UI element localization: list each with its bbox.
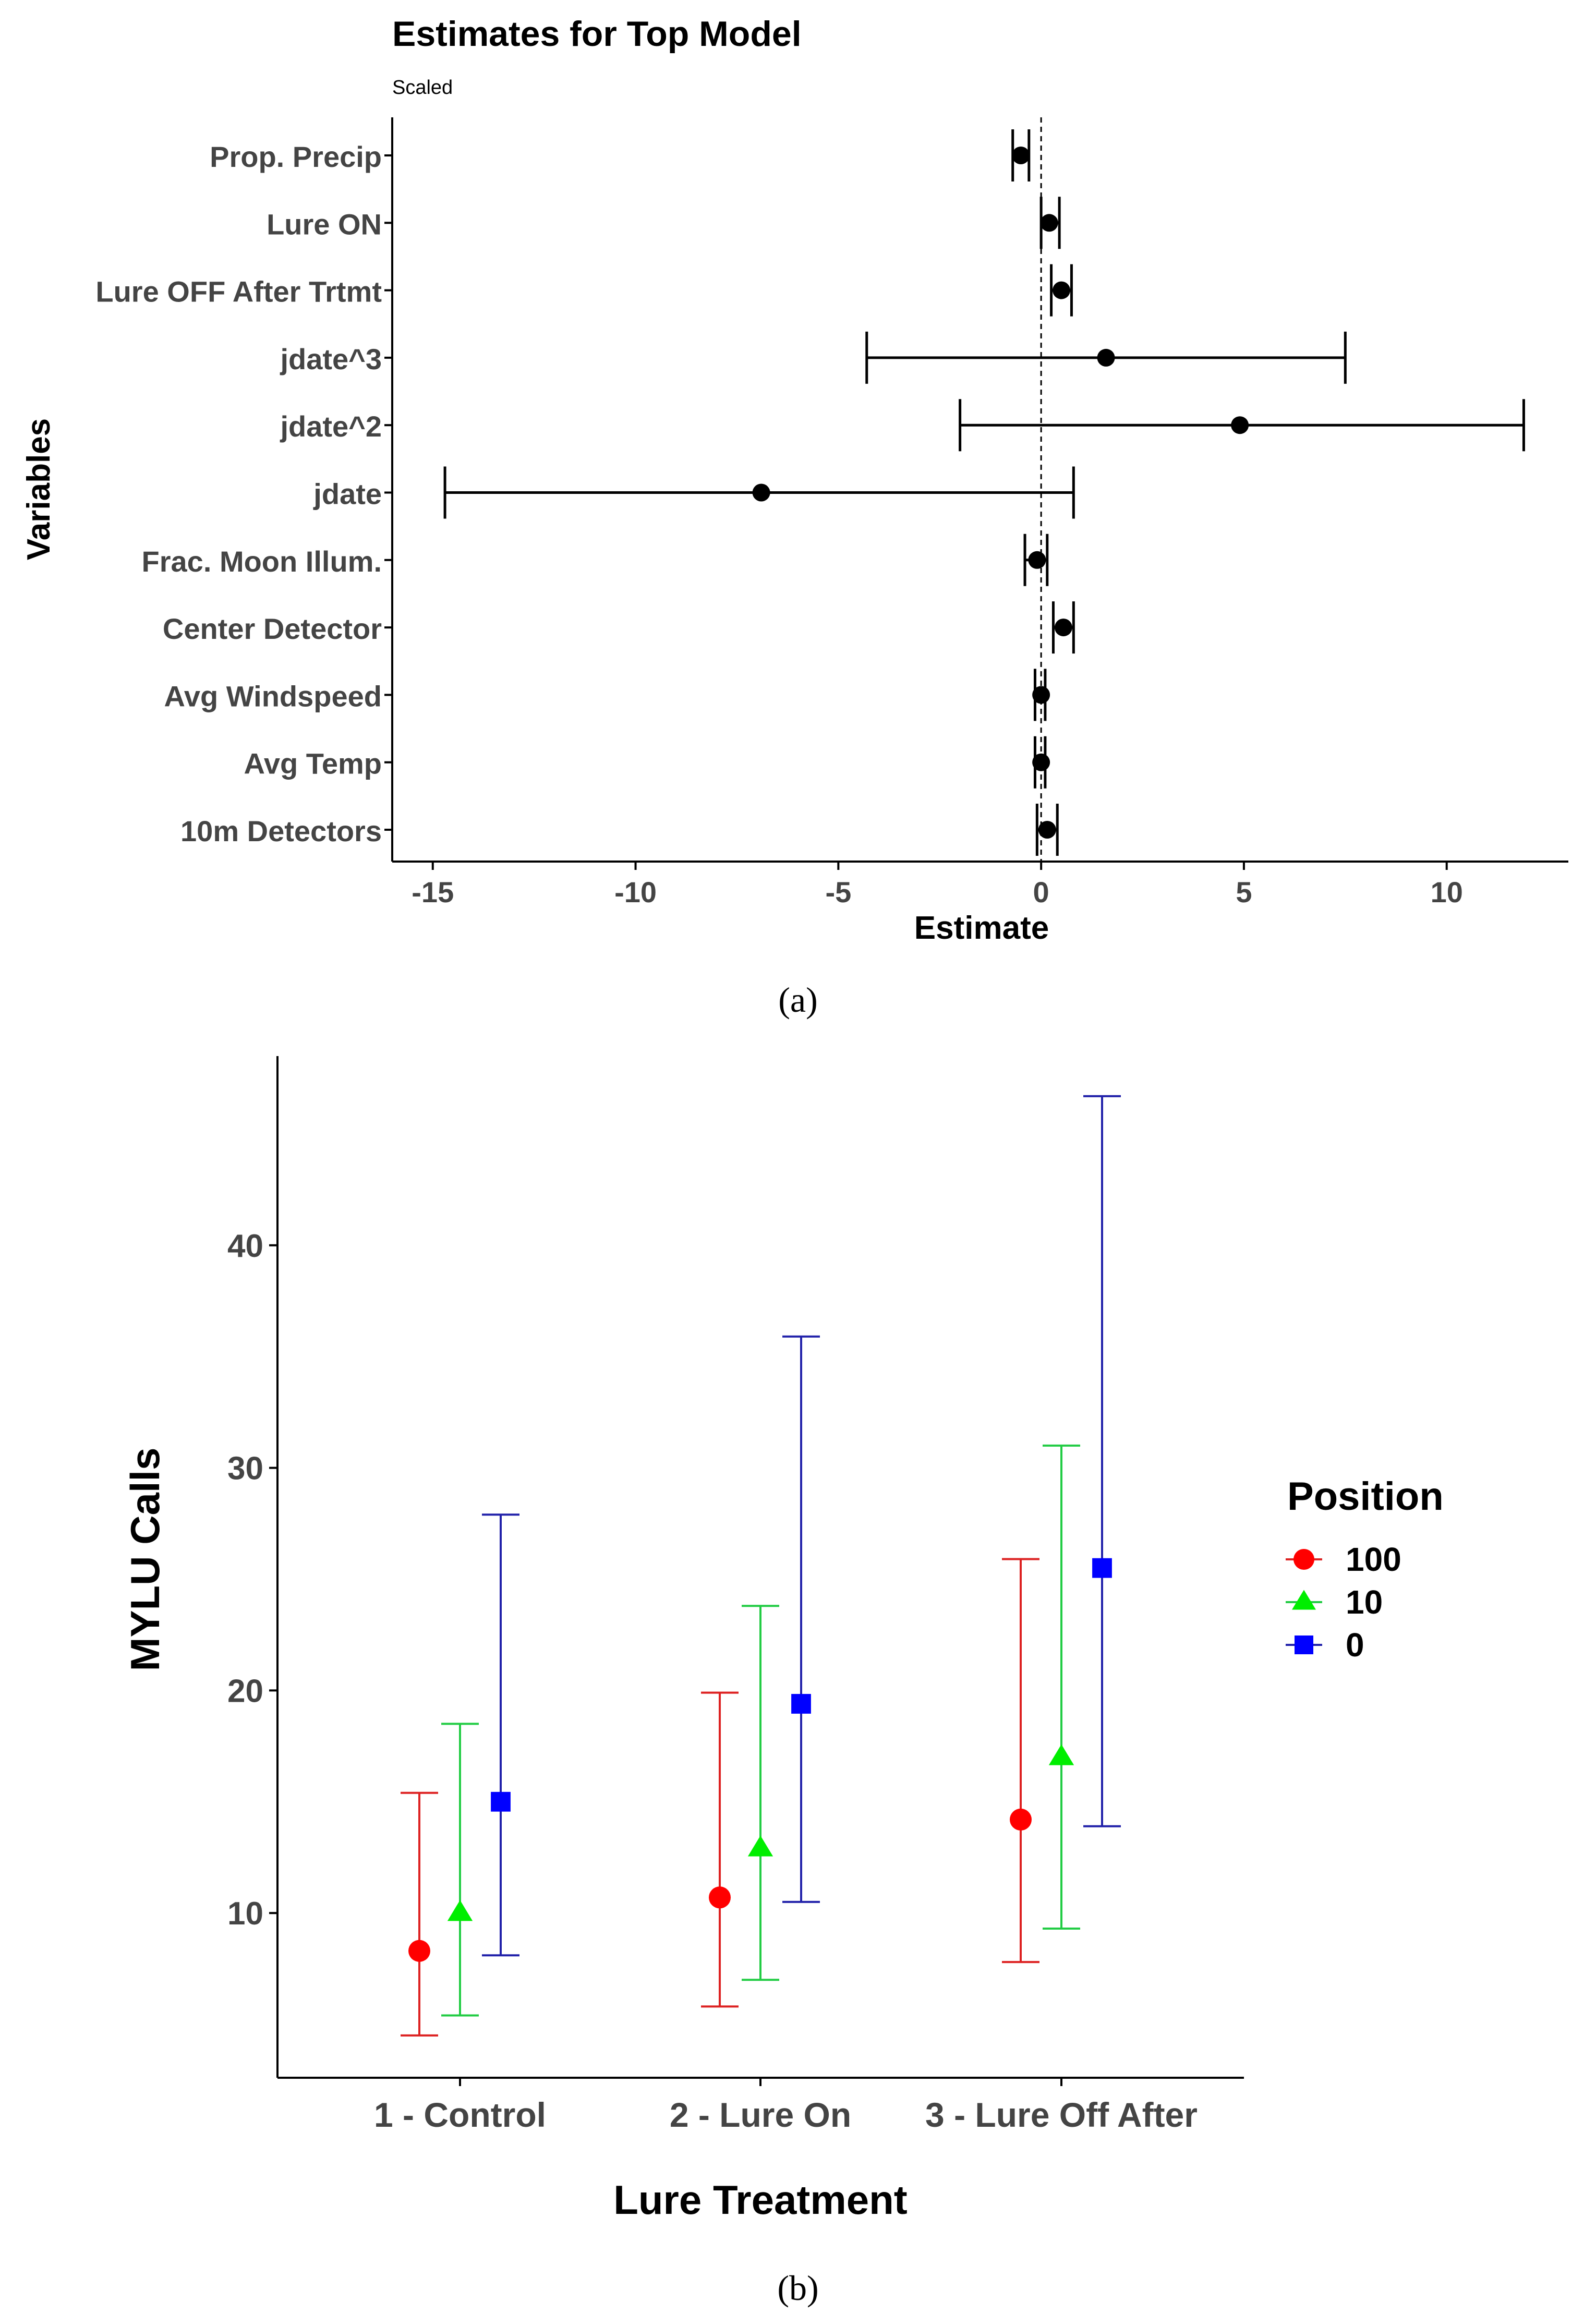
y-tick-label: Frac. Moon Illum. [142, 545, 382, 578]
y-tick-label: 10m Detectors [180, 815, 382, 847]
y-tick-label: jdate [313, 478, 382, 511]
error-bar-series-10 [742, 1605, 779, 1981]
data-point-10 [747, 1835, 773, 1857]
panel-a-caption: (a) [778, 980, 817, 1020]
panel-b-x-axis-label: Lure Treatment [613, 2177, 908, 2223]
panel-a-x-axis-label: Estimate [914, 910, 1049, 946]
estimate-point [752, 483, 770, 502]
data-point-0 [1092, 1558, 1112, 1578]
estimate-row: 10m Detectors [180, 804, 1059, 856]
panel-a-plot: Prop. Precip Lure ON Lure OFF After Trtmt j… [95, 117, 1568, 908]
x-tick-label: 2 - Lure On [670, 2095, 851, 2134]
error-bar-series-0 [782, 1335, 820, 1903]
y-tick-label: Lure OFF After Trtmt [95, 275, 382, 308]
estimate-row: Lure ON [267, 197, 1061, 249]
y-tick-label: 30 [227, 1451, 263, 1487]
panel-b: 10 20 30 40 1 - Control 2 - Lure On 3 - Lure … [122, 1056, 1444, 2308]
legend-item: 10 [1286, 1583, 1383, 1621]
legend-label: 0 [1346, 1626, 1364, 1664]
estimate-point [1028, 551, 1046, 569]
estimate-point [1032, 753, 1050, 771]
y-tick-label: Center Detector [163, 612, 382, 645]
error-bar-series-10 [441, 1723, 479, 2017]
estimate-point [1038, 821, 1056, 839]
estimate-point [1097, 348, 1115, 367]
y-tick-label: jdate^2 [280, 410, 382, 443]
error-bar-series-100 [401, 1791, 438, 2037]
x-tick-label: -10 [614, 876, 657, 908]
x-tick-label: 10 [1431, 876, 1463, 908]
y-tick-label: Lure ON [267, 208, 382, 240]
data-point-100 [408, 1940, 430, 1962]
y-tick-label: 20 [227, 1673, 263, 1709]
data-point-100 [709, 1886, 731, 1909]
legend-label: 10 [1346, 1583, 1383, 1621]
estimate-row: Center Detector [163, 601, 1075, 654]
legend-key-circle [1293, 1549, 1314, 1570]
x-tick-label: 1 - Control [374, 2095, 546, 2134]
data-point-0 [791, 1694, 811, 1714]
legend-key-triangle [1292, 1590, 1316, 1610]
panel-a-title: Estimates for Top Model [392, 14, 802, 54]
legend-item: 0 [1286, 1626, 1364, 1664]
data-point-0 [491, 1791, 511, 1812]
y-tick-label: 40 [227, 1228, 263, 1264]
panel-a-subtitle: Scaled [392, 77, 453, 99]
estimate-row: Prop. Precip [210, 129, 1031, 181]
estimate-point [1053, 281, 1071, 299]
x-tick-label: 5 [1236, 876, 1252, 908]
estimate-point [1231, 416, 1249, 434]
y-tick-label: 10 [227, 1896, 263, 1932]
panel-b-plot: 10 20 30 40 1 - Control 2 - Lure On 3 - Lure … [227, 1056, 1244, 2134]
estimate-row: Lure OFF After Trtmt [95, 264, 1073, 317]
estimate-row: jdate^2 [280, 399, 1525, 452]
estimate-point [1012, 147, 1030, 164]
y-tick-label: Avg Windspeed [164, 680, 382, 712]
estimate-row: Avg Windspeed [164, 669, 1050, 721]
estimate-point [1040, 214, 1058, 232]
y-tick-label: jdate^3 [280, 343, 382, 375]
y-tick-label: Avg Temp [244, 747, 382, 780]
legend-label: 100 [1346, 1541, 1401, 1578]
x-tick-label: -15 [412, 876, 454, 908]
panel-a: Estimates for Top Model Scaled Prop. Pre… [21, 14, 1568, 1020]
estimate-row: Frac. Moon Illum. [142, 534, 1049, 586]
panel-b-caption: (b) [777, 2268, 818, 2308]
estimate-point [1032, 686, 1050, 704]
data-point-100 [1010, 1808, 1032, 1831]
x-tick-label: 0 [1033, 876, 1049, 908]
estimate-row: Avg Temp [244, 736, 1050, 789]
legend-item: 100 [1286, 1541, 1401, 1578]
error-bar-series-0 [482, 1513, 519, 1957]
estimate-point [1054, 619, 1072, 637]
panel-a-y-axis-label: Variables [21, 418, 57, 560]
error-bar-series-10 [1043, 1444, 1080, 1930]
estimate-row: jdate [313, 466, 1075, 519]
estimate-row: jdate^3 [280, 331, 1347, 384]
error-bar-series-0 [1083, 1095, 1121, 1827]
data-point-10 [1048, 1744, 1074, 1765]
error-bar-series-100 [701, 1691, 739, 2008]
panel-b-y-axis-label: MYLU Calls [122, 1447, 168, 1671]
y-tick-label: Prop. Precip [210, 140, 382, 173]
data-point-10 [447, 1900, 473, 1921]
error-bar-series-100 [1002, 1558, 1039, 1964]
x-tick-label: -5 [825, 876, 851, 908]
legend-key-square [1295, 1635, 1313, 1654]
x-tick-label: 3 - Lure Off After [925, 2095, 1198, 2134]
legend-title: Position [1287, 1474, 1444, 1519]
